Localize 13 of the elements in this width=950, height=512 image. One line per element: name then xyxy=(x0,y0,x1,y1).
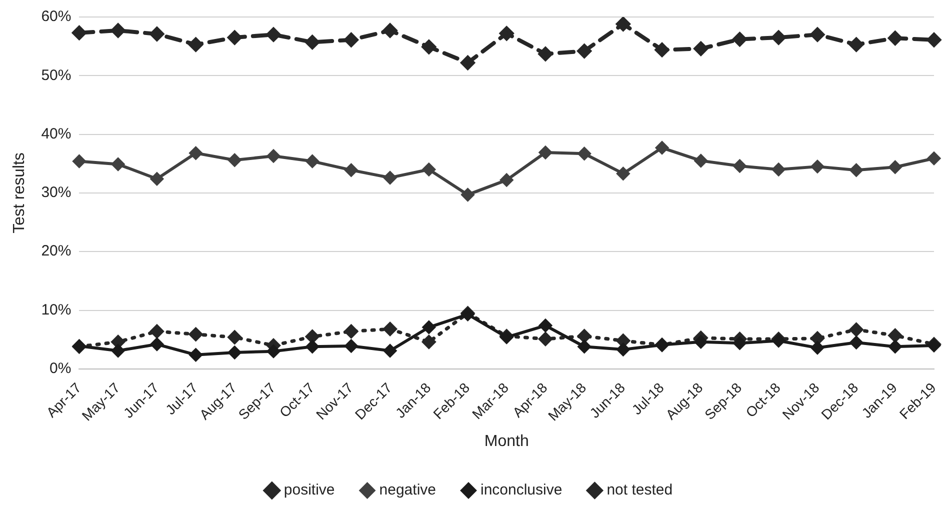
legend-label: negative xyxy=(379,482,436,499)
y-tick-label: 30% xyxy=(41,184,72,202)
legend-label: positive xyxy=(284,482,335,499)
x-axis-title: Month xyxy=(484,432,529,450)
y-tick-label: 0% xyxy=(50,360,72,378)
y-tick-label: 40% xyxy=(41,125,72,142)
y-axis-title: Test results xyxy=(11,152,28,234)
y-tick-label: 10% xyxy=(41,301,72,318)
y-tick-label: 60% xyxy=(41,8,72,26)
y-tick-label: 50% xyxy=(41,66,72,84)
legend-label: inconclusive xyxy=(480,482,562,499)
y-tick-label: 20% xyxy=(41,242,72,260)
legend-label: not tested xyxy=(606,482,673,499)
